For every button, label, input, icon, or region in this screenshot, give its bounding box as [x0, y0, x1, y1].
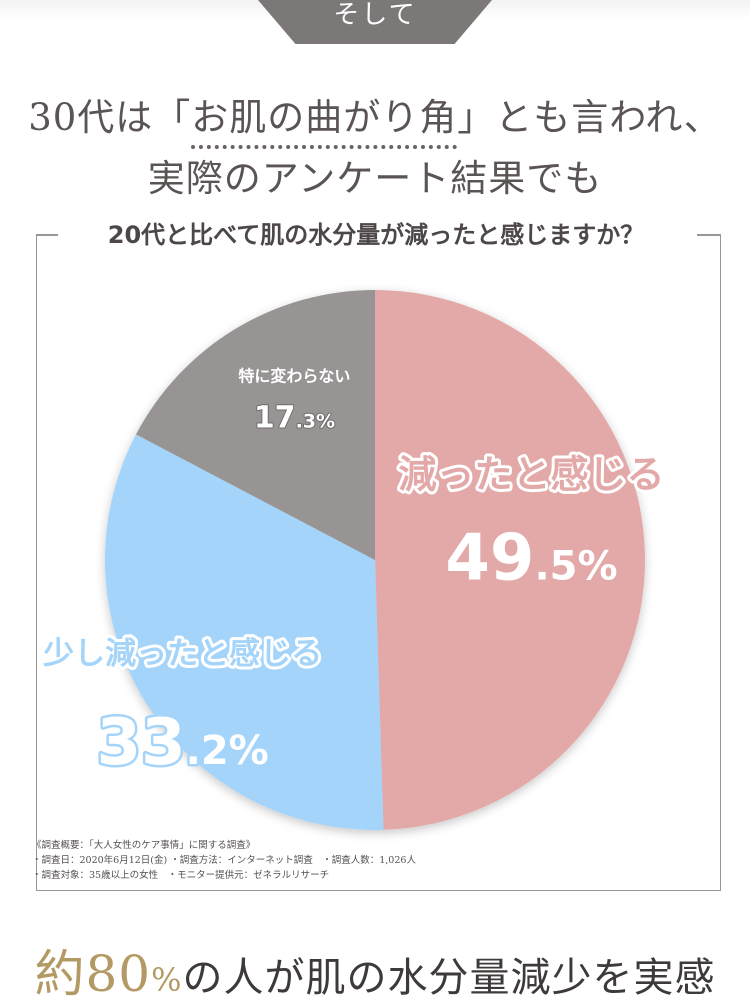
label-decreased: 減ったと感じる: [398, 453, 664, 497]
conclusion-suffix: の人が肌の水分量減少を実感: [182, 955, 716, 1001]
label-slightly-decreased: 少し減ったと感じる: [43, 636, 322, 672]
conclusion-number: 80: [85, 945, 152, 1003]
survey-note-line-2: ・調査日：2020年6月12日(金) ・調査方法：インターネット調査 ・調査人数…: [32, 855, 416, 866]
section-tab: [258, 0, 492, 44]
headline-post: 」とも言われ、: [457, 96, 722, 139]
headline-emphasis: お肌の曲がり角: [191, 96, 458, 149]
slice-decreased: [375, 290, 645, 830]
value-decreased: 49.5%: [445, 522, 617, 596]
headline-line-2: 実際のアンケート結果でも: [147, 157, 603, 200]
headline-line-1: 30代は「お肌の曲がり角」とも言われ、: [0, 87, 750, 149]
slice-slightly-decreased: [104, 434, 384, 830]
headline-pre: 30代は「: [28, 96, 192, 139]
value-no-change: 17.3%: [254, 401, 335, 436]
label-no-change: 特に変わらない: [238, 367, 350, 386]
survey-note-line-3: ・調査対象：35歳以上の女性 ・モニター提供元：ゼネラルリサーチ: [32, 870, 330, 881]
survey-note: 《調査概要：「大人女性のケア事情」に関する調査》 ・調査日：2020年6月12日…: [32, 838, 452, 883]
slice-no-change: [135, 290, 375, 560]
conclusion-percent: %: [151, 961, 183, 999]
chart-title: 20代と比べて肌の水分量が減ったと感じますか？: [60, 215, 692, 255]
section-tab-label: そして: [333, 0, 417, 30]
survey-note-line-1: 《調査概要：「大人女性のケア事情」に関する調査》: [32, 840, 256, 851]
frame-top-left: [36, 234, 58, 236]
value-slightly-decreased: 33.2%: [97, 706, 269, 780]
frame-top-right: [697, 234, 720, 236]
survey-frame: [36, 234, 721, 891]
conclusion-prefix: 約: [34, 945, 86, 1003]
conclusion-text: 約80%の人が肌の水分量減少を実感: [0, 934, 750, 1006]
